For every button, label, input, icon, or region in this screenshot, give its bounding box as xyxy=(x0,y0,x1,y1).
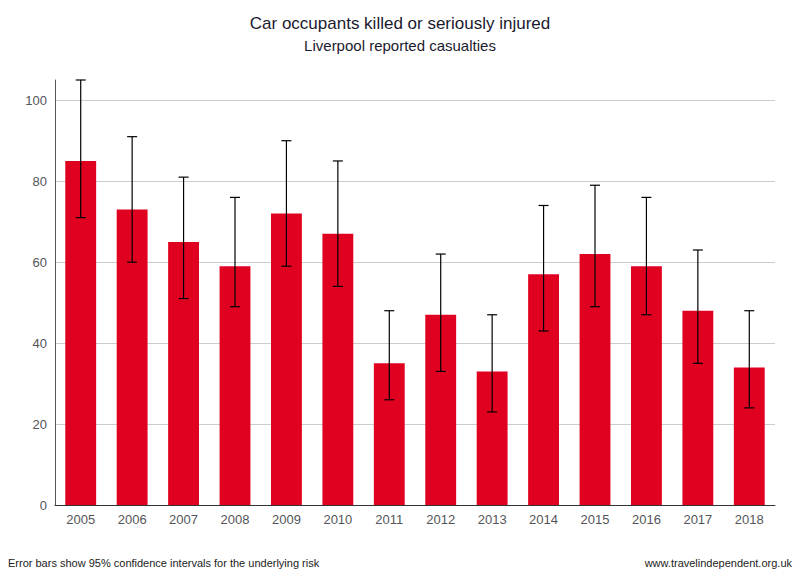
svg-text:Error bars show 95% confidence: Error bars show 95% confidence intervals… xyxy=(8,557,320,569)
svg-text:www.travelindependent.org.uk: www.travelindependent.org.uk xyxy=(644,557,793,569)
svg-text:100: 100 xyxy=(25,93,47,108)
svg-text:2018: 2018 xyxy=(735,512,764,527)
svg-text:2017: 2017 xyxy=(683,512,712,527)
svg-text:2010: 2010 xyxy=(323,512,352,527)
svg-text:2009: 2009 xyxy=(272,512,301,527)
svg-text:80: 80 xyxy=(33,174,47,189)
svg-text:Liverpool reported casualties: Liverpool reported casualties xyxy=(304,37,496,54)
svg-text:2011: 2011 xyxy=(375,512,403,527)
svg-text:2012: 2012 xyxy=(426,512,455,527)
svg-text:2006: 2006 xyxy=(118,512,147,527)
svg-text:2015: 2015 xyxy=(581,512,610,527)
svg-text:2008: 2008 xyxy=(221,512,250,527)
svg-text:20: 20 xyxy=(33,417,47,432)
svg-text:40: 40 xyxy=(33,336,47,351)
svg-text:2005: 2005 xyxy=(66,512,95,527)
svg-text:2013: 2013 xyxy=(478,512,507,527)
svg-text:2016: 2016 xyxy=(632,512,661,527)
svg-text:2014: 2014 xyxy=(529,512,558,527)
svg-text:0: 0 xyxy=(40,498,47,513)
svg-text:60: 60 xyxy=(33,255,47,270)
svg-text:Car occupants killed or seriou: Car occupants killed or seriously injure… xyxy=(250,14,550,33)
svg-text:2007: 2007 xyxy=(169,512,198,527)
